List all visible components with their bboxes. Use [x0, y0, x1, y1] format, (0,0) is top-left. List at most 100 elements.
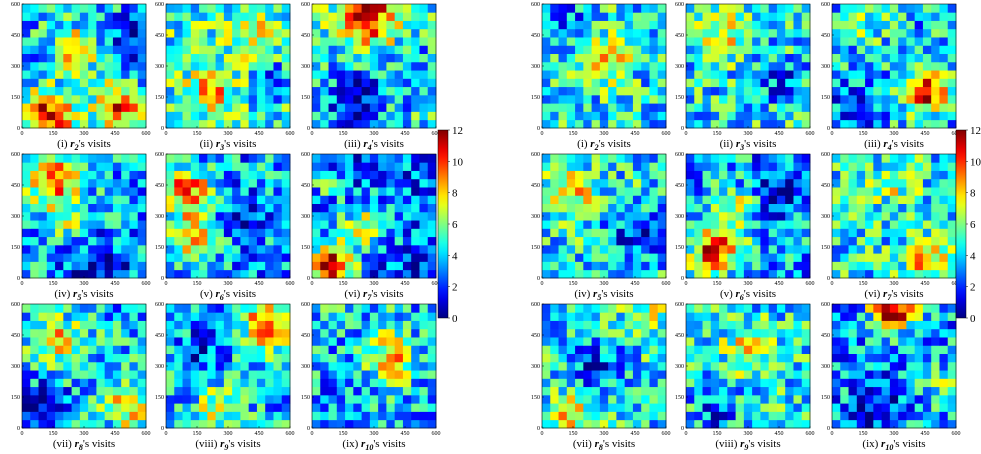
heatmap-cell	[207, 94, 216, 104]
heatmap-cell	[873, 45, 882, 54]
heatmap-cell	[616, 370, 626, 379]
heatmap-cell	[727, 411, 736, 421]
heatmap-cell	[215, 154, 225, 163]
heatmap-cell	[931, 386, 940, 396]
x-tick-label: 150	[49, 431, 58, 437]
heatmap-cell	[591, 53, 601, 63]
heatmap-cell	[889, 154, 899, 163]
heatmap-cell	[922, 111, 932, 121]
heatmap-cell	[616, 211, 626, 221]
caption-robot-subscript: 3	[739, 143, 744, 152]
heatmap-cell	[649, 253, 659, 262]
heatmap-cell	[906, 403, 916, 412]
heatmap-cell	[616, 170, 626, 180]
heatmap-cell	[616, 154, 626, 163]
heatmap-cell	[96, 61, 106, 71]
heatmap-cell	[898, 411, 907, 421]
heatmap-cell	[215, 394, 225, 404]
heatmap-cell	[369, 269, 379, 279]
heatmap-cell	[768, 12, 778, 21]
heatmap-cell	[199, 253, 208, 262]
heatmap-cell	[378, 337, 387, 346]
heatmap-cell	[939, 28, 949, 38]
heatmap-cell	[785, 411, 794, 421]
heatmap-cell	[785, 12, 794, 21]
heatmap-cell	[931, 361, 940, 371]
x-tick-label: 450	[921, 281, 930, 287]
caption-robot: r	[73, 288, 78, 300]
heatmap-cell	[88, 195, 97, 204]
heatmap-cell	[71, 178, 81, 188]
heatmap-cell	[865, 37, 874, 46]
heatmap-cell	[190, 94, 200, 104]
heatmap-cell	[591, 162, 601, 171]
heatmap-cell	[583, 370, 592, 379]
heatmap-cell	[785, 37, 794, 46]
heatmap-cell	[328, 53, 338, 63]
heatmap-cell	[273, 61, 283, 71]
heatmap-cell	[71, 195, 81, 204]
heatmap-cell	[914, 12, 924, 21]
y-tick-label: 600	[11, 2, 20, 8]
heatmap-cell	[840, 220, 849, 229]
heatmap-cell	[641, 353, 650, 363]
heatmap-cell	[353, 394, 362, 404]
heatmap-cell	[166, 304, 175, 313]
heatmap-cell	[256, 195, 266, 204]
heatmap-cell	[649, 53, 659, 63]
heatmap-cell	[702, 78, 712, 88]
heatmap-cell	[112, 119, 122, 129]
heatmap-cell	[727, 353, 736, 363]
heatmap-cell	[719, 111, 728, 121]
y-tick-label: 600	[155, 2, 164, 8]
heatmap-cell	[848, 45, 858, 54]
heatmap-cell	[386, 28, 396, 38]
heatmap-cell	[112, 211, 122, 221]
heatmap-cell	[542, 394, 551, 404]
heatmap-cell	[394, 361, 404, 371]
heatmap-cell	[361, 45, 371, 54]
heatmap-cell	[657, 411, 667, 421]
caption-robot: r	[595, 438, 600, 450]
heatmap-cell	[232, 236, 241, 246]
heatmap-cell	[129, 12, 139, 21]
heatmap-cell	[566, 154, 576, 163]
heatmap-cell	[427, 304, 437, 313]
heatmap-cell	[104, 154, 114, 163]
heatmap-cell	[801, 304, 811, 313]
heatmap-cell	[657, 328, 667, 338]
heatmap-cell	[137, 45, 147, 54]
heatmap-cell	[71, 370, 81, 379]
heatmap-cell	[710, 45, 720, 54]
heatmap-cell	[608, 403, 617, 412]
heatmap-cell	[710, 61, 720, 71]
heatmap-cell	[361, 361, 371, 371]
heatmap-cell	[931, 119, 940, 129]
x-tick-label: 0	[21, 131, 24, 137]
heatmap-cell	[419, 162, 429, 171]
heatmap-cell	[402, 53, 412, 63]
heatmap-cell	[46, 220, 56, 229]
heatmap-cell	[931, 403, 940, 412]
heatmap-cell	[591, 94, 601, 104]
heatmap-cell	[112, 37, 122, 46]
heatmap-cell	[931, 37, 940, 46]
heatmap-cell	[281, 211, 291, 221]
y-tick-label: 600	[301, 152, 310, 158]
heatmap-cell	[939, 178, 949, 188]
heatmap-cell	[608, 178, 617, 188]
heatmap-cell	[873, 244, 882, 254]
heatmap-cell	[129, 361, 139, 371]
heatmap-cell	[752, 304, 761, 313]
heatmap-cell	[328, 244, 338, 254]
heatmap-cell	[873, 119, 882, 129]
y-tick-label: 600	[821, 302, 830, 308]
heatmap-cell	[121, 269, 130, 279]
heatmap-cell	[710, 103, 720, 112]
heatmap-cell	[215, 269, 225, 279]
heatmap-cell	[591, 386, 601, 396]
heatmap-cell	[710, 28, 720, 38]
heatmap-cell	[411, 228, 420, 238]
